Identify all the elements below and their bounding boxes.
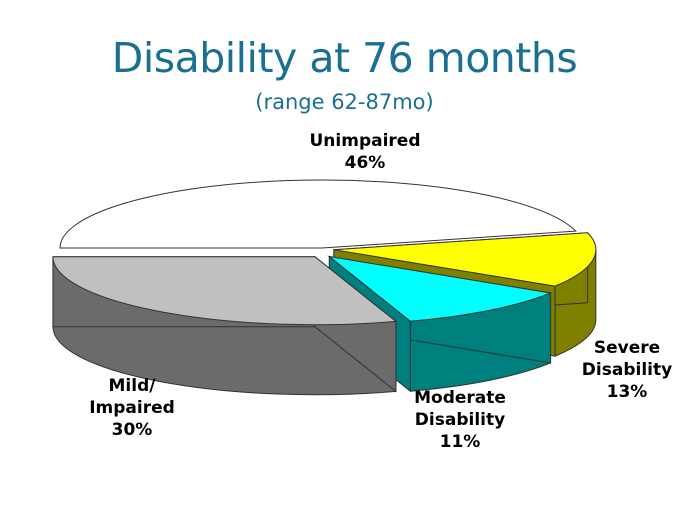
label-severe-line1: Severe xyxy=(593,338,661,358)
label-severe-value: 13% xyxy=(606,382,648,402)
label-mild: Mild/ Impaired 30% xyxy=(72,375,192,441)
chart-subtitle: (range 62-87mo) xyxy=(255,90,434,114)
label-mild-line1: Mild/ xyxy=(108,376,156,396)
slice-top-severe xyxy=(333,232,597,287)
label-severe: Severe Disability 13% xyxy=(572,337,682,403)
slice-top-unimpaired xyxy=(59,179,577,249)
label-moderate-value: 11% xyxy=(439,432,481,452)
label-unimpaired-value: 46% xyxy=(344,153,386,173)
slice-top-moderate xyxy=(327,255,553,322)
label-moderate-line1: Moderate xyxy=(414,388,506,408)
label-mild-value: 30% xyxy=(111,420,153,440)
label-moderate: Moderate Disability 11% xyxy=(395,387,525,453)
label-unimpaired: Unimpaired 46% xyxy=(290,130,440,174)
slice-unimpaired xyxy=(59,179,577,249)
label-unimpaired-name: Unimpaired xyxy=(309,131,421,151)
label-mild-line2: Impaired xyxy=(89,398,175,418)
chart-title: Disability at 76 months xyxy=(111,34,578,82)
slice-top-mild xyxy=(52,256,398,326)
label-severe-line2: Disability xyxy=(581,360,673,380)
slice-mild xyxy=(52,255,398,396)
label-moderate-line2: Disability xyxy=(414,410,506,430)
